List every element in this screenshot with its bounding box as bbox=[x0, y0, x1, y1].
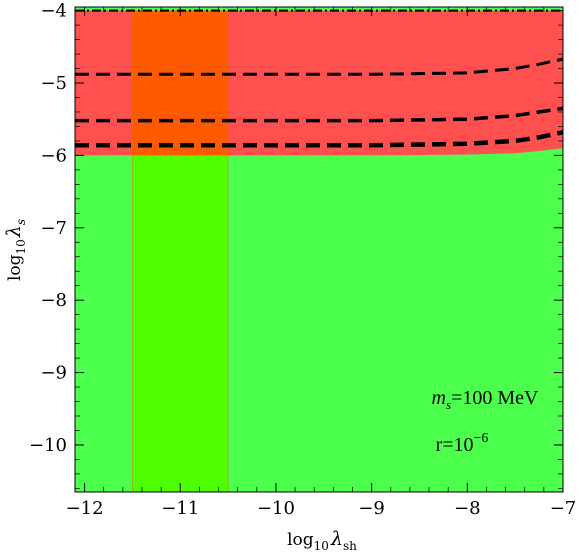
series-line-4 bbox=[75, 129, 564, 148]
y-tick-label: −9 bbox=[40, 363, 67, 384]
y-tick-label: −7 bbox=[40, 218, 67, 239]
series-line-3 bbox=[75, 106, 564, 123]
y-tick-label: −4 bbox=[40, 1, 67, 22]
x-tick-label: −10 bbox=[257, 498, 295, 519]
plot-frame bbox=[74, 6, 564, 493]
x-axis-label: log10 λsh bbox=[287, 528, 357, 553]
y-axis-label: log10λs bbox=[3, 219, 28, 281]
series-line-2 bbox=[75, 57, 564, 76]
y-tick-label: −10 bbox=[29, 435, 67, 456]
y-tick-label: −5 bbox=[40, 73, 67, 94]
vertical-band-upper bbox=[132, 10, 229, 156]
vertical-band-lower bbox=[132, 155, 229, 493]
ratio-annotation: r=10−6 bbox=[436, 431, 489, 456]
plot-area bbox=[75, 7, 564, 493]
x-tick-label: −9 bbox=[358, 498, 385, 519]
x-tick-label: −12 bbox=[66, 498, 104, 519]
x-tick-label: −11 bbox=[161, 498, 199, 519]
y-tick-label: −8 bbox=[40, 290, 67, 311]
mass-annotation: ms=100 MeV bbox=[432, 387, 539, 412]
x-tick-label: −8 bbox=[454, 498, 481, 519]
x-tick-label: −7 bbox=[550, 498, 577, 519]
axis-ticks: −12 −11 −10 −9 −8 −7 −4 −5 −6 −7 −8 −9 −10 bbox=[29, 1, 576, 519]
y-tick-label: −6 bbox=[40, 145, 67, 166]
